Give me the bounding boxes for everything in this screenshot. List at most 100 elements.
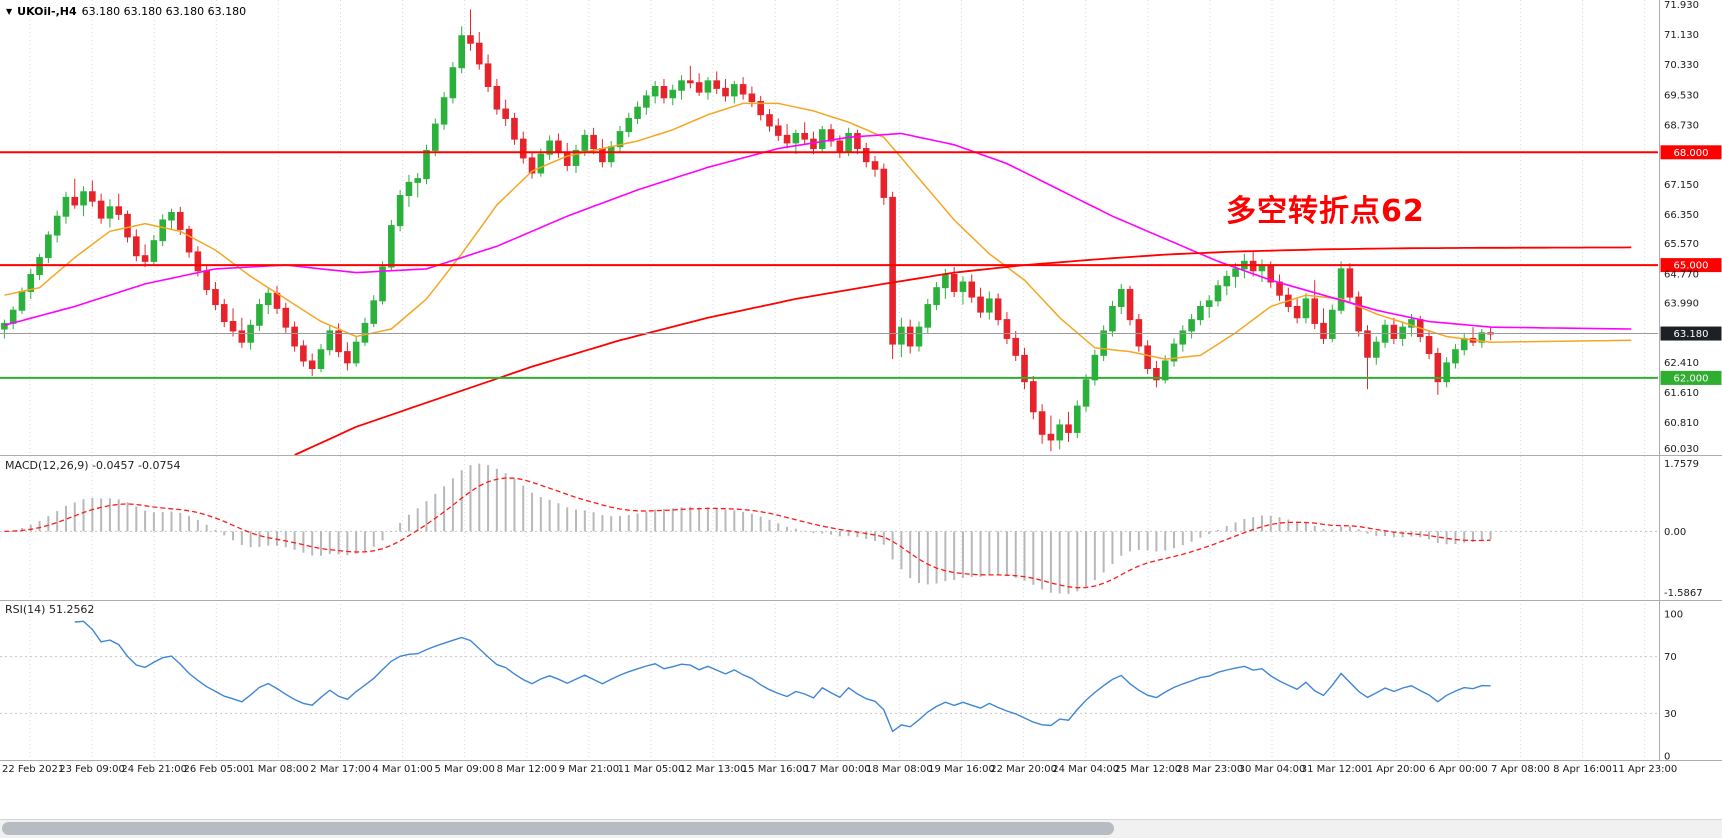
ma-slow-line (294, 246, 1632, 455)
candle (141, 244, 149, 267)
candle (871, 156, 879, 177)
candle (1047, 415, 1055, 452)
candle (238, 317, 246, 348)
candle (1311, 280, 1319, 330)
time-label: 24 Feb 21:00 (121, 764, 187, 775)
price-tick-label: 62.410 (1664, 358, 1699, 369)
candle (475, 31, 483, 70)
candle (264, 287, 272, 314)
scrollbar-thumb[interactable] (2, 822, 1114, 835)
scrollbar-track[interactable] (0, 819, 1722, 838)
candle (185, 225, 193, 258)
price-badge-label: 68.000 (1674, 148, 1709, 159)
time-label: 2 Mar 17:00 (310, 764, 370, 775)
candle (62, 191, 70, 224)
candle (300, 340, 307, 367)
time-label: 1 Apr 20:00 (1367, 764, 1426, 775)
rsi-line (74, 620, 1491, 733)
candle (256, 298, 263, 331)
candle (1003, 312, 1011, 345)
candle (273, 285, 281, 314)
time-label: 19 Mar 16:00 (928, 764, 995, 775)
candle (898, 317, 905, 358)
candle (1434, 347, 1442, 395)
candle (45, 231, 52, 264)
ma-mid-line (4, 132, 1632, 330)
candle (1329, 304, 1336, 343)
candle (1372, 336, 1380, 365)
candle (1223, 270, 1231, 296)
candle (220, 298, 228, 328)
price-badge-label: 63.180 (1674, 329, 1709, 340)
time-label: 9 Mar 21:00 (559, 764, 619, 775)
time-label: 30 Mar 04:00 (1239, 764, 1306, 775)
price-tick-label: 70.330 (1664, 60, 1699, 71)
time-label: 18 Mar 08:00 (866, 764, 933, 775)
candle (106, 199, 114, 228)
candle (968, 274, 976, 303)
time-label: 17 Mar 00:00 (804, 764, 871, 775)
candle (194, 246, 202, 277)
candle (388, 219, 395, 271)
candle (1355, 291, 1362, 337)
candle (1065, 411, 1072, 442)
price-badge (1660, 326, 1722, 341)
candle (1135, 313, 1143, 352)
candle (1276, 274, 1283, 301)
price-tick-label: 68.730 (1664, 120, 1699, 131)
candle (713, 71, 721, 95)
price-tick-label: 61.610 (1664, 388, 1699, 399)
price-tick-label: 71.130 (1664, 30, 1699, 41)
price-tick-label: 67.150 (1664, 180, 1699, 191)
candle (414, 172, 422, 198)
candle (1258, 259, 1266, 283)
candle (1197, 300, 1204, 326)
candle (344, 342, 351, 371)
time-label: 4 Mar 01:00 (372, 764, 432, 775)
price-tick-label: 63.990 (1664, 299, 1699, 310)
candle (396, 189, 404, 232)
rsi-tick-label: 0 (1664, 752, 1670, 763)
price-tick-label: 66.350 (1664, 210, 1699, 221)
candle (484, 54, 492, 93)
candle (950, 266, 958, 298)
price-badge (1660, 370, 1722, 385)
candle (1188, 313, 1195, 339)
candle (1038, 404, 1046, 444)
price-levels-layer: 68.000 65.000 62.000 63.180 (0, 145, 1722, 385)
time-label: 6 Apr 00:00 (1429, 764, 1488, 775)
time-label: 28 Mar 23:00 (1177, 764, 1244, 775)
candle (1126, 285, 1134, 326)
candle (168, 208, 175, 230)
dropdown-arrow-icon[interactable]: ▼ (6, 6, 13, 16)
candle (528, 152, 536, 179)
candle (97, 193, 105, 224)
candle (1478, 329, 1486, 348)
candle (1443, 357, 1450, 388)
price-axis-labels: 71.930 71.130 70.330 69.530 68.730 67.150 66.3… (1664, 0, 1699, 455)
candle (1030, 376, 1037, 420)
candle (247, 319, 254, 350)
time-label: 11 Apr 23:00 (1612, 764, 1677, 775)
price-badge (1660, 145, 1722, 160)
time-label: 23 Feb 09:00 (59, 764, 125, 775)
candle (493, 78, 501, 115)
candle (678, 75, 685, 100)
candle (1056, 419, 1063, 450)
macd-tick-label: 0.00 (1664, 527, 1686, 538)
time-label: 7 Apr 08:00 (1491, 764, 1550, 775)
candle (1337, 261, 1345, 314)
candle (651, 80, 659, 104)
candle (352, 336, 360, 367)
candle (1214, 280, 1222, 307)
price-tick-label: 71.930 (1664, 0, 1699, 11)
candle (906, 319, 914, 354)
price-tick-label: 69.530 (1664, 90, 1699, 101)
candle (783, 124, 791, 149)
candle (854, 129, 861, 155)
symbol-name: UKOil-,H4 (17, 5, 77, 18)
candle (827, 124, 835, 147)
chart-annotation: 多空转折点62 (1226, 194, 1425, 229)
candle (1144, 340, 1151, 375)
